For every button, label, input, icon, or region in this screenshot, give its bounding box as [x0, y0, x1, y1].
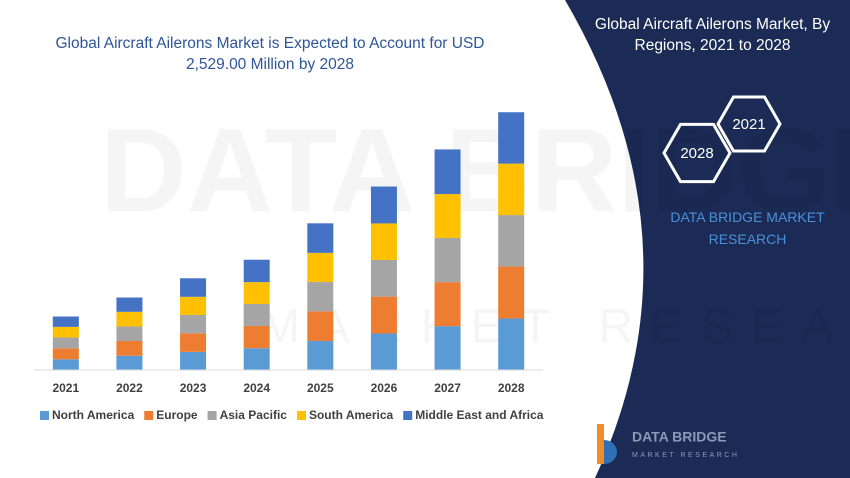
logo-tagline: MARKET RESEARCH — [632, 452, 739, 459]
bar-segment — [370, 333, 397, 370]
bar-segment — [243, 259, 270, 283]
bar-segment — [180, 314, 207, 334]
bar-segment — [52, 326, 79, 338]
bar-segment — [370, 259, 397, 297]
chart-title: Global Aircraft Ailerons Market is Expec… — [55, 35, 485, 73]
bar-segment — [307, 311, 334, 341]
bar-segment — [307, 223, 334, 253]
bar-segment — [243, 303, 270, 326]
legend-label: South America — [309, 408, 394, 422]
x-tick-label: 2023 — [180, 381, 207, 395]
bar-segment — [307, 282, 334, 312]
legend-label: Middle East and Africa — [415, 408, 544, 422]
bar-segment — [180, 278, 207, 297]
logo-icon — [597, 424, 617, 464]
bar-segment — [116, 340, 143, 356]
legend-swatch — [403, 411, 413, 420]
x-tick-label: 2021 — [52, 381, 79, 395]
bar-segment — [498, 266, 525, 319]
bar-segment — [180, 351, 207, 370]
x-tick-label: 2026 — [371, 381, 398, 395]
bar-segment — [307, 340, 334, 370]
bar-segment — [498, 163, 525, 216]
bar-segment — [434, 282, 461, 327]
panel-title: Global Aircraft Ailerons Market, By Regi… — [594, 16, 831, 54]
hexagon — [716, 95, 782, 153]
bar-segment — [180, 333, 207, 352]
bar-segment — [434, 326, 461, 370]
bar-segment — [116, 297, 143, 312]
bar-segment — [307, 252, 334, 283]
bar-segment — [116, 326, 143, 341]
hexagon-label: 2021 — [732, 116, 765, 133]
x-tick-label: 2022 — [116, 381, 143, 395]
bar-segment — [243, 348, 270, 370]
bar-segment — [116, 311, 143, 327]
legend-swatch — [296, 411, 306, 420]
bar-segment — [116, 355, 143, 370]
bar-segment — [434, 237, 461, 283]
brand-text: DATA BRIDGE MARKET RESEARCH — [670, 209, 825, 247]
bar-segment — [498, 318, 525, 370]
watermark: DATA BRIDGE — [100, 104, 850, 238]
watermark: MARKET RESEARCH — [260, 301, 850, 354]
logo-name: DATA BRIDGE — [632, 429, 727, 445]
legend-label: Asia Pacific — [220, 408, 288, 422]
bar-segment — [52, 337, 79, 349]
legend-label: Europe — [156, 408, 198, 422]
legend-swatch — [207, 411, 217, 420]
hexagon-label: 2028 — [680, 145, 713, 162]
bar-segment — [370, 223, 397, 260]
x-tick-label: 2028 — [498, 381, 525, 395]
x-tick-label: 2025 — [307, 381, 334, 395]
bar-segment — [370, 296, 397, 334]
hexagon — [662, 122, 732, 184]
bar-segment — [180, 296, 207, 315]
bar-segment — [498, 215, 525, 267]
bar-segment — [52, 348, 79, 360]
bar-segment — [434, 149, 461, 195]
bar-segment — [434, 194, 461, 238]
legend-swatch — [144, 411, 154, 420]
x-tick-label: 2024 — [243, 381, 270, 395]
legend-label: North America — [52, 408, 135, 422]
bar-segment — [52, 359, 79, 370]
bar-segment — [370, 186, 397, 224]
bar-segment — [52, 316, 79, 327]
bar-segment — [243, 282, 270, 304]
legend-swatch — [40, 411, 49, 420]
x-tick-label: 2027 — [434, 381, 461, 395]
bar-segment — [243, 325, 270, 349]
bar-segment — [498, 112, 525, 164]
